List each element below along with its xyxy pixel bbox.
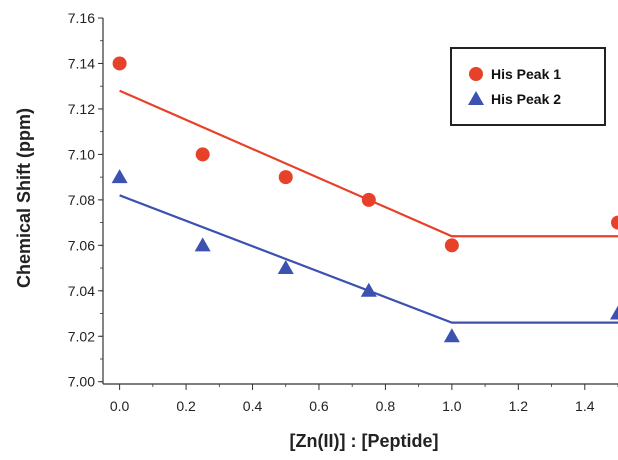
y-axis-ticks: 7.00 7.02 7.04 7.06 7.08 7.10 7.12 7.14 7.16	[68, 10, 103, 390]
x-axis-title: [Zn(II)] : [Peptide]	[290, 431, 439, 451]
x-tick-label: 1.2	[509, 398, 529, 414]
legend-label-1: His Peak 1	[491, 66, 561, 82]
legend-marker-2	[468, 91, 484, 105]
series-1-fit-line	[119, 89, 618, 238]
series-2-fit-line	[119, 194, 618, 324]
series-layer	[111, 56, 618, 343]
x-tick-label: 1.4	[575, 398, 595, 414]
series-2-point	[610, 305, 618, 320]
x-tick-label: 0.4	[243, 398, 263, 414]
legend-marker-1	[469, 67, 483, 81]
series-1-point	[611, 215, 618, 230]
series-2-point	[443, 328, 460, 343]
y-tick-label: 7.10	[68, 146, 95, 162]
series-2-point	[194, 237, 211, 252]
y-tick-label: 7.08	[68, 192, 95, 208]
series-1-point	[278, 170, 293, 185]
series-2	[111, 169, 618, 343]
y-tick-label: 7.06	[68, 237, 95, 253]
x-tick-label: 0.0	[110, 398, 130, 414]
x-tick-label: 0.2	[176, 398, 196, 414]
x-tick-label: 0.8	[376, 398, 396, 414]
series-1-point	[361, 192, 376, 207]
x-axis-ticks: 0.0 0.2 0.4 0.6 0.8 1.0 1.2 1.4	[110, 384, 618, 414]
series-1-point	[444, 238, 459, 253]
series-2-point	[360, 282, 377, 297]
y-tick-label: 7.14	[68, 55, 95, 71]
series-1	[112, 56, 618, 253]
legend-items: His Peak 1 His Peak 2	[468, 66, 561, 107]
series-2-point	[111, 169, 128, 184]
legend-box	[450, 47, 606, 126]
legend-label-2: His Peak 2	[491, 91, 561, 107]
legend: His Peak 1 His Peak 2	[450, 47, 606, 126]
x-tick-label: 0.6	[309, 398, 329, 414]
y-tick-label: 7.00	[68, 374, 95, 390]
y-tick-label: 7.12	[68, 101, 95, 117]
x-tick-label: 1.0	[442, 398, 462, 414]
y-tick-label: 7.04	[68, 283, 95, 299]
series-1-point	[112, 56, 127, 71]
series-2-point	[277, 260, 294, 275]
axes	[102, 18, 618, 385]
y-tick-label: 7.02	[68, 328, 95, 344]
y-tick-label: 7.16	[68, 10, 95, 26]
series-1-point	[195, 147, 210, 162]
y-axis-title: Chemical Shift (ppm)	[14, 108, 34, 288]
